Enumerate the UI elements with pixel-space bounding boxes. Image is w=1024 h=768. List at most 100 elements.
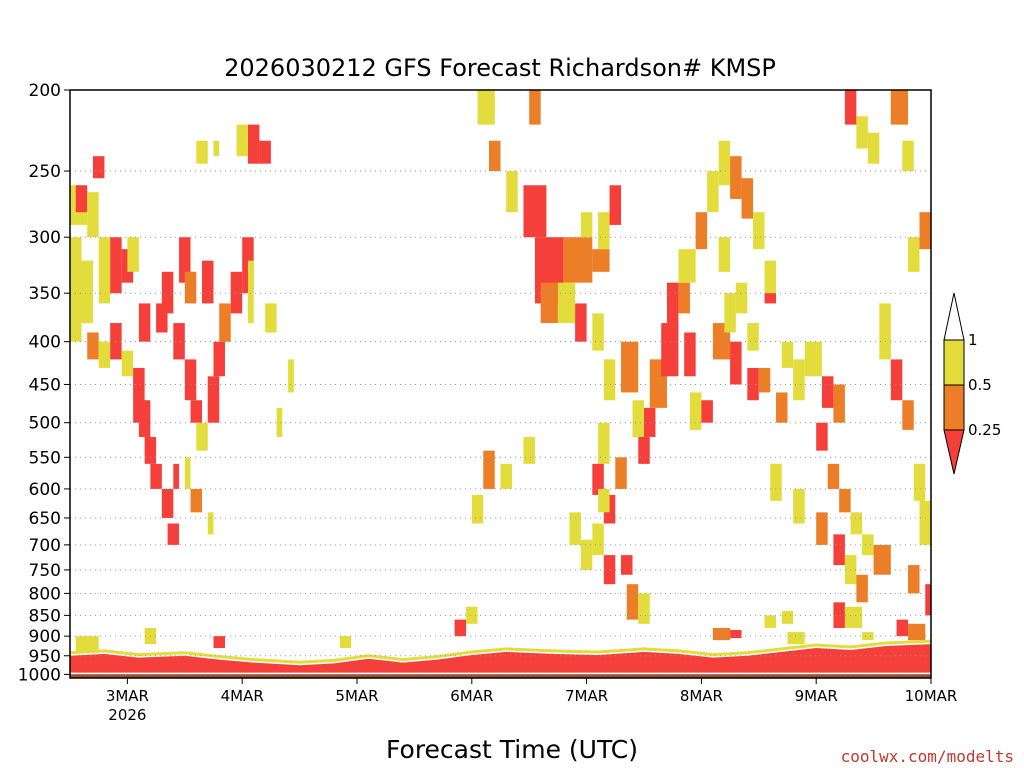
richardson-cell — [190, 488, 203, 513]
richardson-cell — [787, 632, 805, 645]
richardson-cell — [621, 341, 639, 393]
x-tick-label: 3MAR — [106, 687, 149, 705]
richardson-cell — [844, 90, 857, 125]
colorbar-label: 0.25 — [968, 421, 1001, 439]
richardson-cell — [747, 323, 759, 351]
richardson-cell — [213, 341, 225, 377]
colorbar-label: 0.5 — [968, 376, 992, 394]
x-tick-label: 8MAR — [680, 687, 723, 705]
richardson-cell — [207, 376, 220, 423]
richardson-cell — [87, 332, 99, 360]
richardson-cell — [150, 463, 162, 489]
richardson-cell — [288, 359, 294, 393]
y-tick-label: 800 — [29, 584, 61, 604]
x-axis-label: Forecast Time (UTC) — [386, 735, 638, 764]
richardson-cell — [609, 185, 622, 225]
richardson-cell — [144, 436, 157, 464]
richardson-cell — [598, 488, 610, 513]
richardson-cell — [816, 512, 828, 545]
richardson-cell — [603, 359, 616, 401]
richardson-cell — [856, 116, 868, 149]
chart-title: 2026030212 GFS Forecast Richardson# KMSP — [224, 54, 776, 82]
y-tick-label: 750 — [29, 561, 61, 581]
richardson-cell — [161, 488, 174, 518]
richardson-cell — [741, 178, 754, 219]
richardson-cell — [626, 584, 639, 620]
richardson-cell — [75, 636, 99, 652]
richardson-cell — [138, 303, 151, 342]
richardson-cell — [98, 341, 111, 368]
y-tick-label: 850 — [29, 606, 61, 626]
richardson-cell — [219, 303, 231, 342]
richardson-cell — [196, 140, 208, 164]
richardson-cell — [833, 534, 845, 566]
richardson-cell — [718, 140, 731, 186]
richardson-cell — [477, 90, 495, 125]
richardson-cell — [644, 407, 656, 437]
y-tick-label: 200 — [29, 81, 61, 101]
richardson-cell — [632, 400, 644, 437]
y-tick-label: 500 — [29, 414, 61, 434]
richardson-cell — [179, 237, 191, 283]
y-tick-label: 550 — [29, 448, 61, 468]
richardson-cell — [202, 260, 214, 304]
richardson-cell — [259, 140, 271, 164]
richardson-cell — [776, 392, 788, 423]
richardson-cell — [184, 359, 197, 401]
colorbar: 1 0.5 0.25 — [943, 292, 1001, 475]
plot-area — [69, 89, 932, 679]
richardson-cell — [919, 500, 931, 545]
richardson-cell — [730, 341, 742, 385]
richardson-cell — [712, 627, 731, 641]
richardson-cell — [781, 611, 794, 624]
richardson-cell — [592, 523, 604, 556]
richardson-cell — [87, 192, 99, 238]
richardson-cell — [816, 422, 828, 451]
richardson-cell — [678, 249, 696, 283]
richardson-cell — [638, 436, 650, 464]
richardson-cell — [695, 212, 708, 250]
richardson-cell — [890, 90, 909, 125]
richardson-cell — [156, 303, 168, 333]
richardson-cell — [190, 400, 203, 423]
richardson-cell — [580, 212, 593, 238]
richardson-cell — [908, 237, 920, 272]
x-tick-label: 4MAR — [221, 687, 264, 705]
richardson-cell — [167, 523, 180, 545]
richardson-cell — [466, 606, 478, 624]
richardson-cell — [489, 140, 501, 172]
credit-text: coolwx.com/modelts — [841, 747, 1014, 766]
richardson-cell — [265, 303, 277, 333]
richardson-cell — [213, 636, 225, 649]
richardson-cell — [98, 237, 111, 304]
colorbar-bin-yellow — [943, 339, 965, 386]
y-tick-label: 250 — [29, 162, 61, 182]
richardson-cell — [718, 237, 731, 272]
richardson-cell — [575, 303, 587, 342]
richardson-cell — [207, 512, 214, 535]
richardson-cell — [908, 623, 926, 641]
richardson-cell — [638, 593, 650, 624]
richardson-cell — [621, 555, 633, 575]
y-tick-label: 900 — [29, 627, 61, 647]
richardson-cell — [138, 400, 151, 437]
richardson-cell — [184, 457, 191, 489]
richardson-cell — [121, 350, 134, 377]
richardson-cell — [81, 260, 93, 324]
richardson-cell — [598, 422, 610, 464]
richardson-cell — [770, 463, 782, 501]
y-tick-label: 450 — [29, 375, 61, 395]
richardson-cell — [75, 185, 88, 213]
boundary-layer-band — [70, 644, 931, 675]
richardson-cell — [793, 488, 805, 524]
richardson-cell — [184, 271, 197, 304]
x-tick-sublabel: 2026 — [108, 706, 146, 724]
richardson-cell — [827, 463, 840, 489]
y-tick-label: 300 — [29, 228, 61, 248]
richardson-cell — [913, 463, 926, 501]
richardson-cell — [563, 237, 593, 283]
richardson-cell — [684, 332, 696, 377]
x-tick-label: 7MAR — [565, 687, 608, 705]
richardson-cell — [454, 619, 467, 637]
